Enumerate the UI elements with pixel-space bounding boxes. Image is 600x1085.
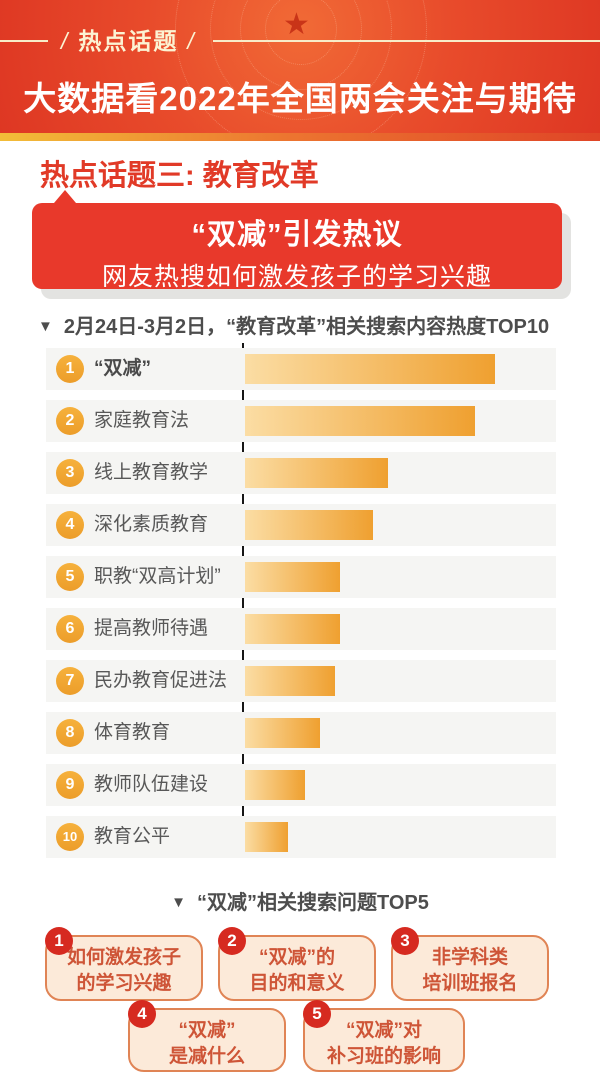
- axis-line: [242, 343, 244, 858]
- question-card: 2 “双减”的目的和意义: [218, 927, 376, 1001]
- rank-badge: 2: [56, 407, 84, 435]
- topic-label: 职教“双高计划”: [94, 566, 221, 587]
- rank-badge: 2: [218, 927, 246, 955]
- banner-subheadline: 网友热搜如何激发孩子的学习兴趣: [101, 263, 492, 291]
- rank-badge: 3: [391, 927, 419, 955]
- gradient-divider: [0, 133, 600, 141]
- question-text-line1: 如何激发孩子: [66, 947, 181, 968]
- banner-pointer: [54, 190, 76, 203]
- topic-label: 教师队伍建设: [94, 774, 209, 795]
- rank-badge: 9: [56, 771, 84, 799]
- rank-badge: 7: [56, 667, 84, 695]
- heat-bar: [245, 406, 475, 436]
- top5-title-text: “双减”相关搜索问题TOP5: [196, 892, 429, 914]
- question-card: 4 “双减” 是减什么: [128, 1000, 286, 1072]
- heat-bar: [245, 614, 340, 644]
- question-card: 1 如何激发孩子 的学习兴趣: [45, 927, 203, 1001]
- triangle-down-icon: ▼: [38, 318, 53, 335]
- topic-label: 深化素质教育: [94, 514, 209, 535]
- rank-badge: 1: [56, 355, 84, 383]
- question-text-line2: 目的和意义: [249, 973, 345, 995]
- rank-badge: 8: [56, 719, 84, 747]
- rank-badge: 1: [45, 927, 73, 955]
- question-card: 3 非学科类培训班报名: [391, 927, 549, 1001]
- heat-bar: [245, 718, 320, 748]
- question-text-line2: 培训班报名: [422, 973, 518, 995]
- rank-badge: 5: [56, 563, 84, 591]
- page-title: 大数据看2022年全国两会关注与期待: [23, 80, 577, 117]
- question-text-line2: 的学习兴趣: [76, 973, 172, 995]
- topic-label: 民办教育促进法: [94, 670, 228, 691]
- question-card: 5 “双减”对补习班的影响: [303, 1000, 465, 1072]
- tag-label-text: 热点话题: [78, 28, 179, 54]
- rank-badge: 10: [56, 823, 84, 851]
- topic-label: “双减”: [94, 358, 152, 379]
- question-text-line1: 非学科类: [431, 947, 508, 968]
- heat-bar: [245, 562, 340, 592]
- rank-badge: 3: [56, 459, 84, 487]
- topic-label: 家庭教育法: [94, 410, 190, 431]
- chart-title-text: 2月24日-3月2日，“教育改革”相关搜索内容热度TOP10: [63, 316, 550, 338]
- question-text-line1: “双减”的: [258, 947, 335, 968]
- heat-bar: [245, 458, 388, 488]
- question-text-line2: 补习班的影响: [326, 1046, 441, 1068]
- chart-title: ▼ 2月24日-3月2日，“教育改革”相关搜索内容热度TOP10: [38, 310, 549, 339]
- slash-decoration: /: [61, 28, 70, 54]
- header: ★ / 热点话题 / 大数据看2022年全国两会关注与期待: [0, 0, 600, 133]
- tag-line-right: [213, 40, 600, 42]
- chart-row: 10 教育公平: [46, 816, 556, 858]
- top5-title: ▼ “双减”相关搜索问题TOP5: [0, 886, 600, 915]
- heat-bar: [245, 354, 495, 384]
- tag-line-left: [0, 40, 48, 42]
- heat-bar: [245, 770, 305, 800]
- question-text-line2: 是减什么: [168, 1046, 245, 1068]
- rank-badge: 6: [56, 615, 84, 643]
- section-title: 热点话题三: 教育改革: [40, 160, 319, 192]
- topic-label: 教育公平: [94, 826, 171, 847]
- rank-badge: 4: [56, 511, 84, 539]
- tag-label: / 热点话题 /: [52, 24, 205, 58]
- heat-bar: [245, 822, 288, 852]
- triangle-down-icon: ▼: [171, 894, 186, 911]
- slash-decoration: /: [187, 28, 196, 54]
- topic-label: 线上教育教学: [94, 462, 209, 483]
- topic-label: 提高教师待遇: [94, 618, 209, 639]
- question-text-line1: “双减”: [178, 1020, 236, 1041]
- highlight-banner: “双减”引发热议 网友热搜如何激发孩子的学习兴趣: [32, 190, 562, 291]
- question-text-line1: “双减”对: [345, 1020, 422, 1041]
- tag-row: / 热点话题 /: [0, 24, 600, 58]
- topic-label: 体育教育: [94, 722, 171, 743]
- heat-bar: [245, 666, 335, 696]
- rank-badge: 4: [128, 1000, 156, 1028]
- heat-bar: [245, 510, 373, 540]
- star-icon: ★: [283, 8, 310, 41]
- banner-headline: “双减”引发热议: [191, 219, 403, 251]
- rank-badge: 5: [303, 1000, 331, 1028]
